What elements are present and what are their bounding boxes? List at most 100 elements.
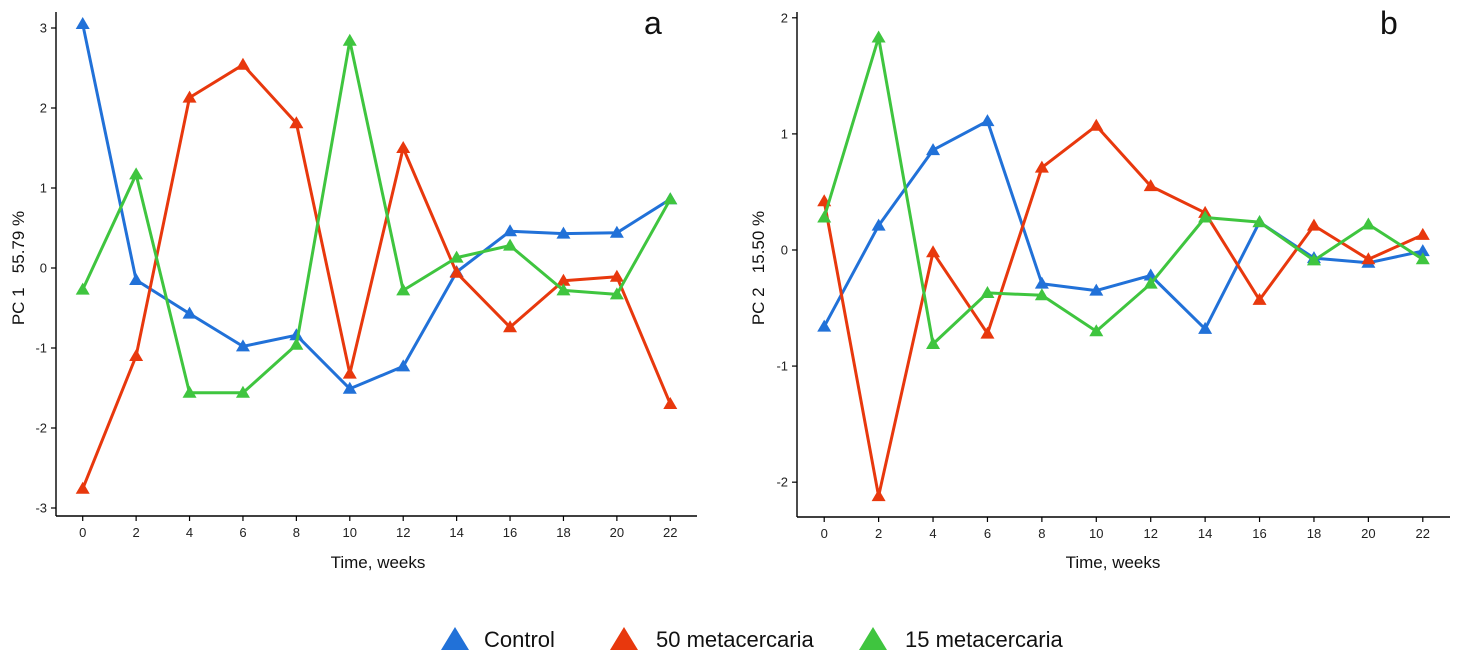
panel-a-x-tick-label: 12	[396, 525, 410, 540]
panel-b-point-15-metacercaria	[1143, 276, 1158, 289]
panel-b-x-tick-label: 22	[1416, 526, 1430, 541]
panel-a-x-tick-label: 14	[449, 525, 463, 540]
panel-a-x-tick-label: 4	[186, 525, 193, 540]
panel-a-point-15-metacercaria	[449, 250, 464, 263]
panel-b-point-control	[817, 319, 832, 332]
panel-a-y-tick-label: 2	[40, 101, 47, 116]
panel-a-point-control	[396, 359, 411, 372]
panel-b-y-tick-label: -1	[776, 359, 788, 374]
panel-b-x-tick-label: 8	[1038, 526, 1045, 541]
panel-a-point-control	[342, 381, 357, 394]
panel-b-x-tick-label: 14	[1198, 526, 1212, 541]
panel-b-point-50-metacercaria	[871, 489, 886, 502]
panel-a-series-layer	[75, 17, 678, 494]
panel-a-point-50-metacercaria	[663, 397, 678, 409]
legend-marker-control	[441, 627, 469, 650]
panel-b-tag: b	[1380, 5, 1398, 41]
panel-b-x-tick-label: 20	[1361, 526, 1375, 541]
panel-a-point-50-metacercaria	[342, 366, 357, 379]
panel-a-y-tick-label: 0	[40, 261, 47, 276]
panel-b-series-15-metacercaria	[817, 30, 1430, 350]
panel-a-point-15-metacercaria	[342, 33, 357, 46]
panel-a-x-tick-label: 20	[610, 525, 624, 540]
panel-a-x-tick-label: 10	[343, 525, 357, 540]
panel-b-point-15-metacercaria	[1361, 217, 1376, 230]
panel-b-point-control	[1415, 244, 1430, 257]
panel-a-tag: a	[644, 5, 662, 41]
panel-a-series-50-metacercaria	[75, 57, 678, 494]
panel-a-x-axis-title: Time, weeks	[331, 553, 426, 572]
panel-a-point-50-metacercaria	[75, 481, 90, 494]
panel-a-point-15-metacercaria	[396, 283, 411, 296]
panel-a-point-50-metacercaria	[182, 90, 197, 103]
panel-a-point-control	[556, 226, 571, 239]
panel-a-y-tick-label: 1	[40, 181, 47, 196]
panel-b-x-axis-title: Time, weeks	[1066, 553, 1161, 572]
panel-a-x-tick-label: 16	[503, 525, 517, 540]
panel-b-point-50-metacercaria	[1034, 160, 1049, 173]
panel-b-series-50-metacercaria	[817, 118, 1430, 502]
panel-b-y-tick-label: -2	[776, 475, 788, 490]
panel-a-point-15-metacercaria	[129, 167, 144, 180]
panel-a-line-15-metacercaria	[81, 39, 672, 395]
panel-a-point-control	[182, 306, 197, 319]
panel-a-line-50-metacercaria	[81, 63, 672, 490]
legend-item-control: Control	[441, 627, 555, 651]
panel-a-line-control	[81, 23, 672, 391]
panel-a-x-tick-label: 18	[556, 525, 570, 540]
panel-a-point-50-metacercaria	[129, 349, 144, 361]
panel-b-x-tick-label: 0	[821, 526, 828, 541]
panel-b-x-tick-label: 4	[929, 526, 936, 541]
panel-b-point-15-metacercaria	[1415, 252, 1430, 265]
panel-b-point-control	[1089, 283, 1104, 296]
legend-label-15-metacercaria: 15 metacercaria	[905, 627, 1064, 651]
panel-b-point-50-metacercaria	[1361, 252, 1376, 265]
panel-a-point-50-metacercaria	[609, 269, 624, 282]
panel-b-line-control	[822, 119, 1424, 331]
panel-b-point-50-metacercaria	[1143, 179, 1158, 192]
legend-marker-50-metacercaria	[610, 627, 638, 650]
panel-b-line-50-metacercaria	[822, 124, 1424, 498]
panel-b-point-control	[1034, 276, 1049, 289]
panel-b-point-15-metacercaria	[1252, 215, 1267, 228]
panel-b-point-control	[980, 114, 995, 127]
panel-a-y-tick-label: -3	[35, 501, 47, 516]
panel-b-series-control	[817, 114, 1430, 334]
panel-b-point-50-metacercaria	[1306, 218, 1321, 231]
panel-a-y-tick-label: -1	[35, 341, 47, 356]
panel-a-point-15-metacercaria	[503, 238, 518, 251]
panel-b-point-50-metacercaria	[980, 326, 995, 339]
panel-a-point-50-metacercaria	[235, 57, 250, 70]
panel-a-point-15-metacercaria	[235, 385, 250, 398]
panel-a-point-control	[235, 339, 250, 352]
panel-a-point-50-metacercaria	[556, 273, 571, 286]
panel-b-point-15-metacercaria	[1034, 288, 1049, 301]
panel-b-x-tick-label: 18	[1307, 526, 1321, 541]
legend: Control 50 metacercaria 15 metacercaria	[441, 627, 1064, 651]
panel-a-y-tick-label: -2	[35, 421, 47, 436]
panel-a-y-axis-title: PC 1 55.79 %	[9, 211, 28, 325]
panel-b-y-tick-label: 0	[781, 242, 788, 257]
panel-b-point-15-metacercaria	[1306, 253, 1321, 266]
panel-b-point-50-metacercaria	[1252, 292, 1267, 305]
panel-b-x-tick-label: 10	[1089, 526, 1103, 541]
panel-b-line-15-metacercaria	[822, 36, 1424, 346]
panel-a-point-15-metacercaria	[75, 282, 90, 295]
panel-b-point-control	[1198, 321, 1213, 334]
panel-b-series-layer	[817, 30, 1430, 502]
panel-a-point-control	[609, 225, 624, 238]
panel-b-y-axis-title: PC 2 15.50 %	[749, 211, 768, 325]
panel-a-point-15-metacercaria	[609, 287, 624, 300]
panel-b-y-tick-label: 2	[781, 10, 788, 25]
panel-b-point-15-metacercaria	[871, 30, 886, 43]
panel-a-x-tick-label: 6	[239, 525, 246, 540]
panel-a-point-50-metacercaria	[396, 141, 411, 153]
panel-a-point-15-metacercaria	[556, 283, 571, 296]
panel-a-x-tick-label: 8	[293, 525, 300, 540]
legend-item-15-metacercaria: 15 metacercaria	[859, 627, 1064, 651]
panel-a-point-control	[503, 224, 518, 237]
